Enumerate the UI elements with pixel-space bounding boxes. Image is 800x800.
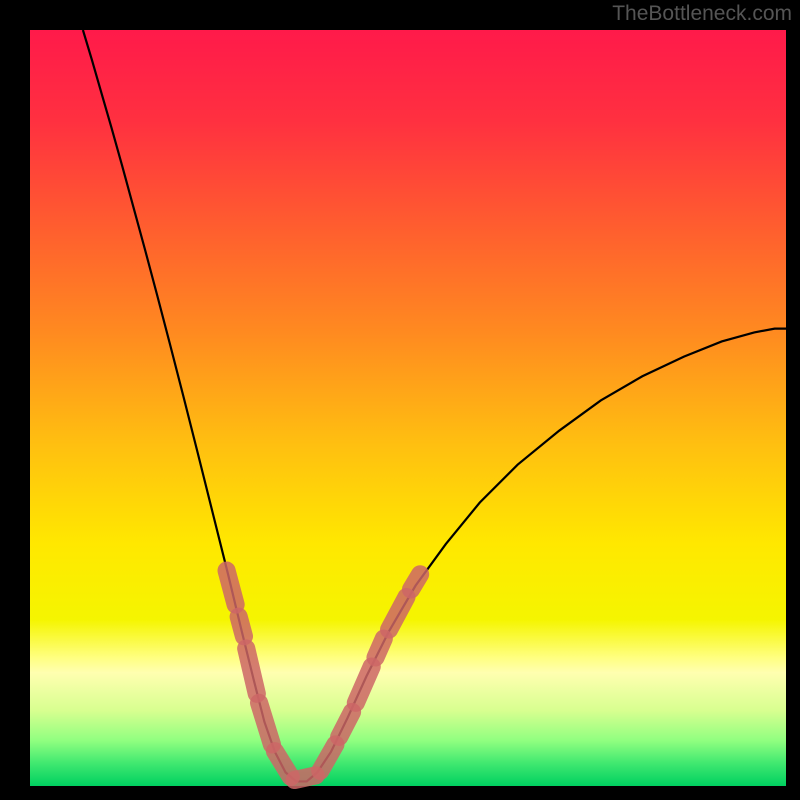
overlay-segment	[227, 571, 236, 605]
overlay-segment	[259, 703, 272, 745]
plot-background	[30, 30, 786, 786]
overlay-segment	[375, 639, 383, 658]
overlay-segment	[411, 574, 420, 589]
overlay-segment	[246, 648, 257, 693]
overlay-segment	[339, 712, 352, 737]
watermark-text: TheBottleneck.com	[612, 2, 792, 26]
overlay-segment	[295, 775, 316, 780]
overlay-segment	[239, 617, 244, 637]
bottleneck-chart	[0, 0, 800, 800]
chart-container: TheBottleneck.com	[0, 0, 800, 800]
